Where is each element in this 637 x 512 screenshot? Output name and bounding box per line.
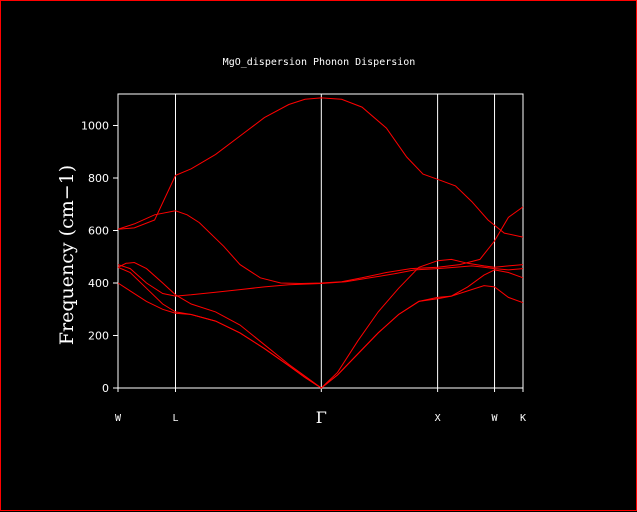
x-tick-label-kpoint: W bbox=[115, 413, 122, 424]
x-tick-label-kpoint: X bbox=[435, 413, 441, 424]
y-tick-label: 200 bbox=[88, 330, 109, 343]
x-tick-label-kpoint: W bbox=[492, 413, 499, 424]
phonon-branch-line bbox=[117, 97, 524, 238]
y-tick-label: 600 bbox=[88, 225, 109, 238]
y-axis-label: Frequency (cm−1) bbox=[56, 165, 78, 345]
phonon-branch-line bbox=[117, 258, 524, 389]
phonon-branch-line bbox=[117, 264, 524, 297]
x-tick-label-kpoint: K bbox=[520, 413, 526, 424]
y-tick-label: 0 bbox=[102, 382, 109, 395]
plot-area: 0 200 400 600 800 1000 W L Γ X W K bbox=[81, 93, 526, 427]
y-tick-label: 800 bbox=[88, 172, 109, 185]
x-tick-label-kpoint: L bbox=[172, 413, 178, 424]
phonon-branch-line bbox=[117, 266, 524, 389]
x-tick-label-kpoint: Γ bbox=[316, 408, 327, 427]
y-tick-label: 400 bbox=[88, 277, 109, 290]
phonon-branch-line bbox=[117, 206, 524, 285]
phonon-branch-line bbox=[117, 282, 524, 389]
chart-title: MgO_dispersion Phonon Dispersion bbox=[223, 57, 416, 68]
plot-frame bbox=[117, 93, 524, 389]
y-tick-label: 1000 bbox=[81, 120, 109, 133]
